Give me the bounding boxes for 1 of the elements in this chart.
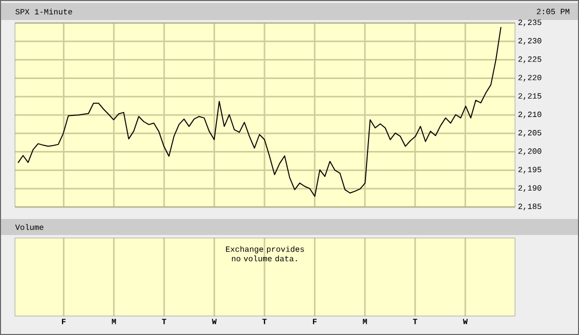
line-series xyxy=(18,26,502,197)
